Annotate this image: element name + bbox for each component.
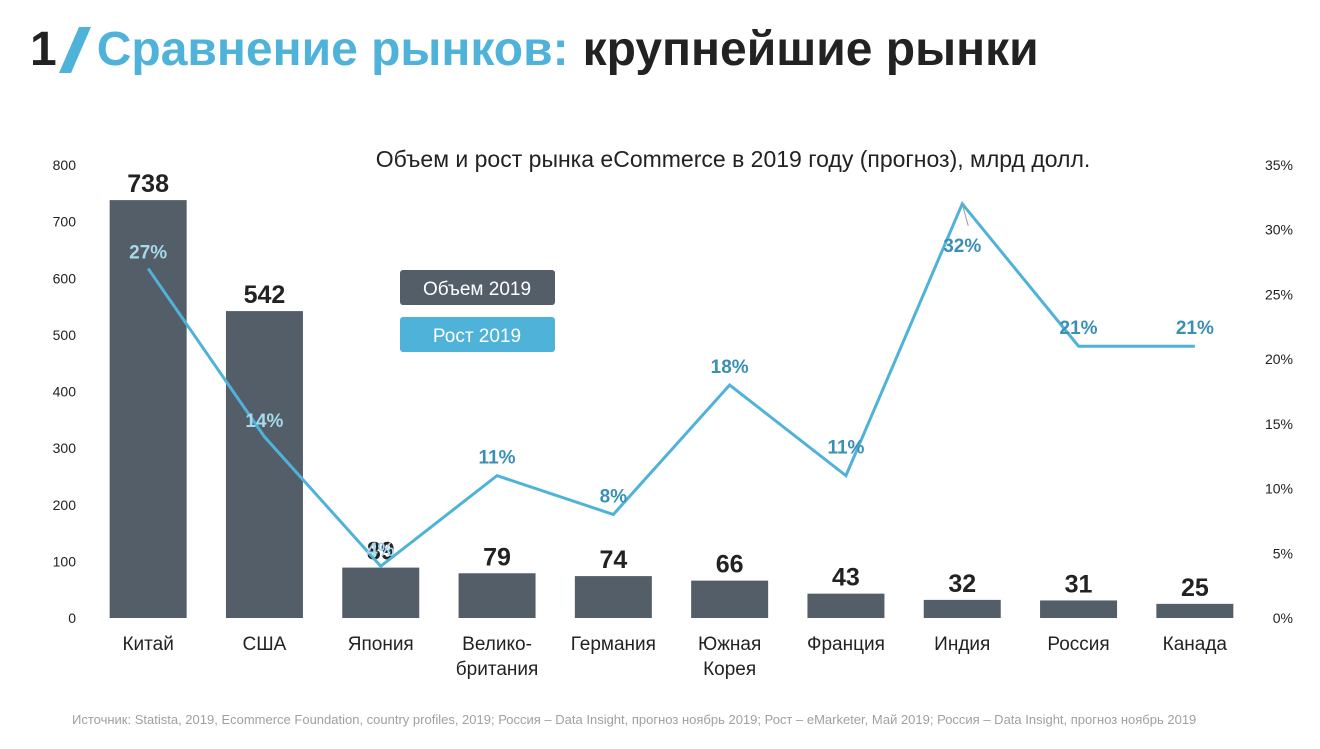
growth-value-label: 18% xyxy=(711,357,749,378)
x-axis-label: Южная Корея xyxy=(698,634,761,680)
x-axis-label: Франция xyxy=(807,634,885,655)
right-axis-tick: 5% xyxy=(1273,545,1293,561)
growth-value-label: 21% xyxy=(1060,318,1098,339)
bar xyxy=(923,599,1001,618)
source-note: Источник: Statista, 2019, Ecommerce Foun… xyxy=(72,712,1197,727)
right-axis-tick: 10% xyxy=(1265,481,1293,497)
bar-value-label: 25 xyxy=(1181,574,1209,602)
title-rest: крупнейшие рынки xyxy=(582,23,1039,76)
legend-volume-box xyxy=(400,270,555,305)
bar-value-label: 43 xyxy=(832,564,860,592)
right-axis-tick: 35% xyxy=(1265,157,1293,173)
left-axis-tick: 200 xyxy=(53,497,77,513)
growth-line-series xyxy=(146,200,1195,569)
right-axis-tick: 30% xyxy=(1265,222,1293,238)
growth-value-label: 21% xyxy=(1176,318,1214,339)
growth-value-label: 4% xyxy=(367,540,395,561)
growth-value-label: 11% xyxy=(827,438,864,459)
bar xyxy=(574,576,652,618)
legend-volume-label: Объем 2019 xyxy=(423,279,531,300)
right-axis-tick: 20% xyxy=(1265,351,1293,367)
x-axis-label: Канада xyxy=(1163,634,1228,655)
right-axis-tick: 15% xyxy=(1265,416,1293,432)
growth-label-leader xyxy=(961,203,969,226)
bar xyxy=(691,580,769,618)
bar-series xyxy=(109,200,1234,619)
bar xyxy=(342,567,420,618)
legend-growth-label: Рост 2019 xyxy=(433,326,521,347)
slide-number: 1 xyxy=(30,23,57,76)
left-axis-tick: 100 xyxy=(53,553,77,569)
bar xyxy=(807,593,885,618)
bar-value-label: 74 xyxy=(599,546,627,574)
growth-value-label: 11% xyxy=(479,448,516,469)
market-chart: Объем и рост рынка eCommerce в 2019 году… xyxy=(53,146,1293,680)
bar-value-label: 738 xyxy=(127,170,169,198)
left-axis-tick: 400 xyxy=(53,384,77,400)
bar-value-label: 31 xyxy=(1065,570,1093,598)
left-axis-tick: 500 xyxy=(53,327,77,343)
legend-growth-box xyxy=(400,317,555,352)
bar-value-label: 32 xyxy=(948,570,976,598)
growth-value-labels: 27% 14% 4% 11% 8% 18% 11% 32% 21% 21% xyxy=(129,203,1214,561)
growth-value-label: 32% xyxy=(943,236,981,257)
bar xyxy=(1040,600,1118,618)
x-axis-label: США xyxy=(243,634,287,655)
right-axis-tick: 25% xyxy=(1265,286,1293,302)
chart-title: Объем и рост рынка eCommerce в 2019 году… xyxy=(376,146,1091,172)
bar-value-label: 66 xyxy=(716,551,744,579)
left-axis-tick: 0 xyxy=(68,610,76,626)
bar xyxy=(1156,603,1234,618)
x-axis-labels: Китай США Япония Велико-британия Германия Южн… xyxy=(122,634,1227,680)
bar-value-label: 542 xyxy=(244,281,286,309)
right-axis-tick: 0% xyxy=(1273,610,1293,626)
left-axis-tick: 300 xyxy=(53,440,77,456)
x-axis-label: Индия xyxy=(934,634,990,655)
x-axis-label: Велико-британия xyxy=(456,634,539,680)
left-axis: 0 100 200 300 400 500 600 700 800 xyxy=(53,157,77,626)
growth-line xyxy=(146,200,1195,569)
growth-value-label: 14% xyxy=(245,411,283,432)
slash-icon xyxy=(58,27,91,73)
growth-value-label: 8% xyxy=(600,486,628,507)
bar xyxy=(225,311,303,618)
legend: Объем 2019 Рост 2019 xyxy=(400,270,555,352)
left-axis-tick: 700 xyxy=(53,214,77,230)
slide-title: 1 Сравнение рынков: крупнейшие рынки xyxy=(30,18,1039,82)
x-axis-label: Китай xyxy=(122,634,173,655)
left-axis-tick: 800 xyxy=(53,157,77,173)
bar-value-labels: 738 542 89 79 74 66 43 32 31 25 xyxy=(127,170,1209,602)
bar-value-label: 79 xyxy=(483,543,511,571)
bar xyxy=(458,573,536,618)
bar-value-label: 89 xyxy=(367,538,395,566)
growth-value-label: 27% xyxy=(129,243,167,264)
x-axis-label: Германия xyxy=(571,634,656,655)
x-axis-label: Россия xyxy=(1047,634,1109,655)
left-axis-tick: 600 xyxy=(53,270,77,286)
title-accent: Сравнение рынков: xyxy=(96,23,569,76)
right-axis: 0% 5% 10% 15% 20% 25% 30% 35% xyxy=(1265,157,1293,626)
x-axis-label: Япония xyxy=(348,634,414,655)
